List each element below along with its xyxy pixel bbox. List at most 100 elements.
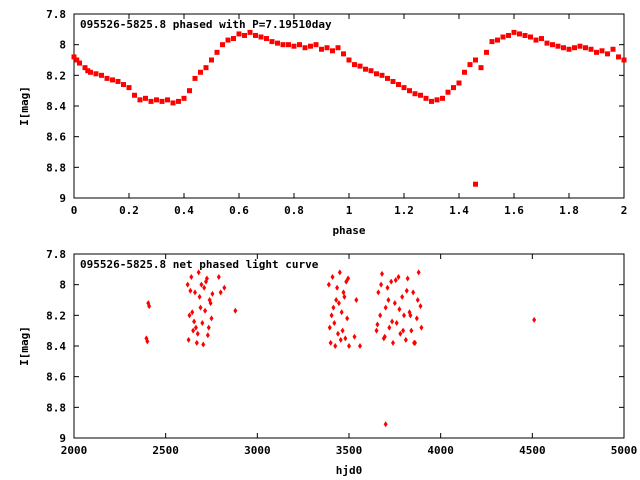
chart2-data-point	[326, 281, 331, 288]
chart1-data-point	[143, 95, 148, 101]
chart2-data-point	[347, 343, 351, 349]
chart2-data-point	[398, 330, 403, 337]
chart1-data-point	[187, 88, 192, 94]
chart2-data-point	[210, 290, 215, 297]
chart2-data-point	[378, 312, 383, 319]
chart2-data-point	[352, 333, 357, 340]
chart2-data-point	[191, 327, 196, 334]
chart2-data-point	[342, 293, 347, 300]
chart1-data-point	[379, 72, 385, 78]
chart2-xtick-label: 5000	[611, 444, 638, 457]
chart1-data-point	[148, 98, 154, 104]
chart2-data-point	[393, 277, 398, 284]
chart2-xtick-label: 2500	[152, 444, 179, 457]
chart2-data-point	[327, 324, 332, 331]
chart2-ytick-label: 8.8	[46, 401, 66, 414]
chart2-ytick-label: 9	[59, 432, 66, 445]
chart2-data-point	[412, 339, 417, 346]
chart1-data-point	[110, 77, 115, 83]
chart1-data-point	[511, 29, 517, 35]
chart1-data-point	[484, 49, 489, 55]
chart2-data-point	[414, 315, 419, 322]
chart2-data-point	[340, 327, 345, 334]
chart1-data-point	[203, 65, 209, 71]
chart1-data-point	[368, 68, 374, 74]
chart2-ytick-label: 7.8	[46, 248, 66, 261]
chart1-data-point	[407, 88, 412, 94]
chart1-data-point	[280, 42, 286, 48]
chart1-data-point	[269, 39, 275, 45]
chart2-title: 095526-5825.8 net phased light curve	[80, 258, 319, 271]
chart1-plot-frame	[73, 13, 625, 199]
chart1-data-point	[396, 82, 401, 88]
chart1-xtick-label: 1	[346, 204, 353, 217]
chart1-data-point	[165, 97, 170, 103]
chart2-data-point	[358, 343, 362, 349]
chart1-data-point	[577, 43, 583, 49]
chart2-data-point	[192, 318, 197, 325]
chart1-data-point	[462, 69, 467, 75]
chart1-data-point	[599, 48, 605, 54]
chart1-data-point	[93, 71, 99, 77]
chart1-data-point	[132, 92, 137, 98]
chart2-data-point	[385, 284, 390, 291]
chart1-data-point	[308, 43, 313, 49]
chart1-data-point	[115, 78, 121, 84]
chart1-data-point	[220, 42, 225, 48]
chart2-data-point	[330, 274, 335, 280]
chart2-data-point	[409, 327, 414, 334]
chart2-data-point	[187, 312, 192, 319]
chart2-data-point	[391, 339, 395, 346]
chart1-xtick-label: 0.4	[174, 204, 194, 217]
chart1-data-point	[401, 85, 407, 91]
chart1-data-point	[297, 42, 302, 48]
chart2-ytick-label: 8.2	[46, 309, 66, 322]
chart1-data-point	[231, 36, 236, 42]
chart2-data-point	[341, 289, 346, 296]
chart2-data-point	[419, 324, 424, 331]
chart1-data-point	[385, 75, 390, 81]
chart2-data-point	[383, 421, 388, 428]
chart2-data-point	[387, 324, 392, 331]
chart1-data-point	[495, 37, 500, 43]
chart1-yaxis-label: I[mag]	[18, 86, 31, 126]
chart2-ytick-label: 8	[59, 279, 66, 292]
chart2-data-point	[199, 281, 204, 288]
chart1-ytick-label: 8	[59, 39, 66, 52]
chart1-data-point	[539, 36, 544, 42]
chart1-data-point	[330, 48, 335, 54]
chart2-data-point	[190, 309, 195, 316]
chart1-xtick-label: 0.6	[229, 204, 249, 217]
chart2-data-point	[188, 287, 193, 294]
chart1-xtick-label: 1.2	[394, 204, 414, 217]
chart1-data-point	[533, 37, 539, 43]
chart1-data-point	[594, 49, 599, 55]
chart2-data-point	[222, 284, 227, 291]
chart2-data-point	[416, 269, 421, 276]
chart1-data-point	[264, 36, 269, 42]
chart2-data-point	[200, 320, 205, 326]
chart2-data-point	[195, 330, 200, 337]
chart2-xtick-label: 4500	[519, 444, 546, 457]
chart1-data-point	[198, 69, 203, 75]
chart1-data-point	[583, 45, 588, 51]
chart1-data-point	[154, 97, 159, 103]
chart2-data-point	[376, 289, 381, 296]
chart1-data-point	[605, 51, 610, 57]
chart1-data-point	[467, 62, 473, 68]
chart1-data-point	[566, 46, 572, 52]
chart2-data-point	[354, 297, 359, 303]
chart1-data-point	[121, 82, 126, 88]
chart1-data-point	[517, 31, 522, 37]
chart2-data-point	[411, 289, 416, 296]
chart2-data-point	[397, 306, 402, 313]
chart1-data-point	[423, 95, 429, 101]
chart2-data-point	[403, 336, 408, 343]
chart1-data-point	[286, 42, 291, 48]
chart2-data-point	[333, 343, 338, 349]
chart1-data-point	[291, 43, 297, 49]
chart2-data-point	[389, 278, 394, 285]
chart1-data-point	[126, 85, 132, 91]
chart2-data-point	[193, 324, 198, 331]
